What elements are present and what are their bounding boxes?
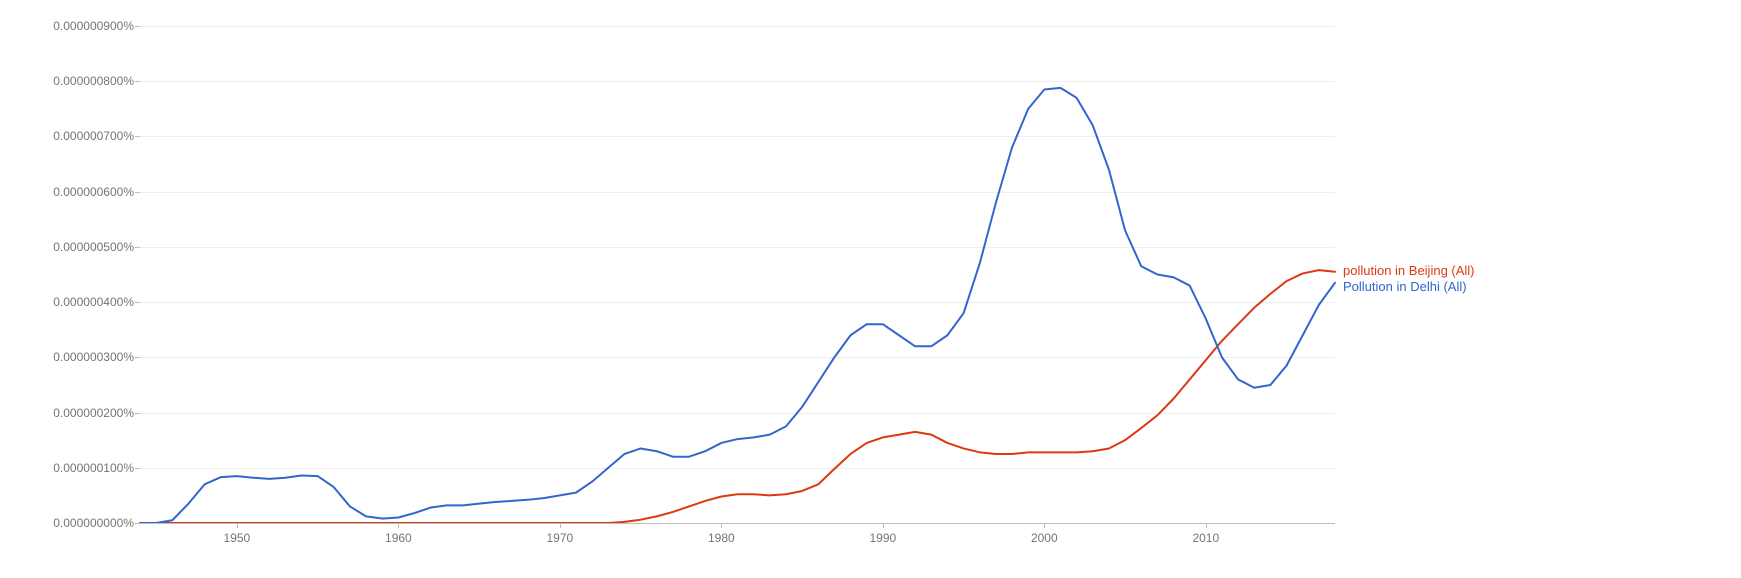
x-tick-label: 2010	[1192, 523, 1219, 545]
y-tick-label: 0.000000700%	[53, 129, 140, 143]
y-tick-label: 0.000000800%	[53, 74, 140, 88]
x-tick-label: 1980	[708, 523, 735, 545]
y-tick-label: 0.000000600%	[53, 185, 140, 199]
plot-area: 0.000000000%0.000000100%0.000000200%0.00…	[140, 15, 1335, 523]
y-tick-label: 0.000000200%	[53, 406, 140, 420]
x-tick-label: 2000	[1031, 523, 1058, 545]
x-tick-label: 1960	[385, 523, 412, 545]
chart-lines	[140, 15, 1335, 523]
x-tick-label: 1950	[224, 523, 251, 545]
series-label: Pollution in Delhi (All)	[1343, 279, 1467, 294]
series-line	[140, 88, 1335, 523]
y-tick-label: 0.000000100%	[53, 461, 140, 475]
series-line	[140, 270, 1335, 523]
series-label: pollution in Beijing (All)	[1343, 263, 1475, 278]
y-tick-label: 0.000000900%	[53, 19, 140, 33]
x-axis	[140, 523, 1335, 524]
ngram-line-chart: 0.000000000% 0.000000100% 0.000000200% 0.00…	[0, 0, 1741, 578]
y-tick-label: 0.000000300%	[53, 350, 140, 364]
y-tick-label: 0.000000400%	[53, 295, 140, 309]
x-tick-label: 1990	[869, 523, 896, 545]
y-tick-label: 0.000000000%	[53, 516, 140, 530]
y-tick-label: 0.000000500%	[53, 240, 140, 254]
x-tick-label: 1970	[547, 523, 574, 545]
